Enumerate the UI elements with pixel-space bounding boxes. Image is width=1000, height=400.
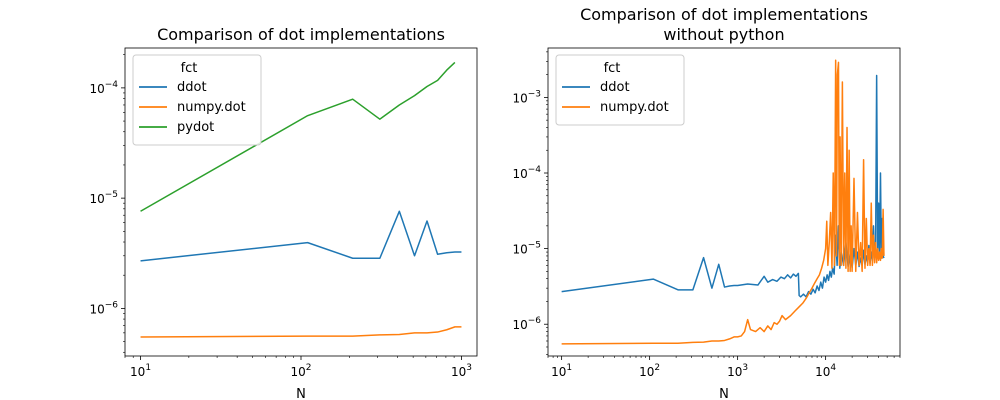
x-tick-label: 101 [130, 363, 151, 379]
legend-label: numpy.dot [177, 100, 246, 115]
chart-title-line: without python [663, 25, 784, 44]
legend-title: fct [604, 61, 621, 76]
y-tick-label: 10−4 [89, 80, 118, 96]
chart-panel-2: 101 102 103 104 10−6 10−5 10−4 10−3 N Comparison … [512, 5, 901, 400]
legend-label: ddot [177, 80, 207, 95]
plot-frame [547, 47, 901, 357]
chart-panel-1: 101 102 103 10−6 10−5 10−4 N Comparison of dot … [89, 25, 478, 400]
x-tick-label: 103 [727, 363, 748, 379]
x-tick-label: 102 [639, 363, 660, 379]
legend-label: pydot [177, 120, 214, 135]
legend: fct ddot numpy.dot [555, 54, 685, 126]
y-tick-label: 10−6 [89, 300, 118, 316]
legend-label: ddot [600, 80, 630, 95]
x-axis-label: N [719, 387, 729, 400]
y-tick-label: 10−3 [512, 89, 541, 105]
series-line-pydot [140, 61, 456, 212]
y-tick-label: 10−5 [89, 190, 118, 206]
plot-frame [124, 47, 478, 357]
chart-title-line: Comparison of dot implementations [580, 5, 868, 24]
series-line-ddot [561, 74, 885, 298]
series-line-ddot [140, 210, 462, 262]
x-tick-label: 103 [451, 363, 472, 379]
y-tick-label: 10−4 [512, 165, 541, 181]
y-tick-label: 10−6 [512, 316, 541, 332]
x-axis-label: N [296, 387, 306, 400]
x-tick-label: 101 [551, 363, 572, 379]
legend: fct ddot numpy.dot pydot [132, 54, 262, 146]
legend-title: fct [181, 61, 198, 76]
legend-label: numpy.dot [600, 100, 669, 115]
series-line-numpy-dot [561, 59, 885, 345]
chart-title-line: Comparison of dot implementations [157, 25, 445, 44]
series-line-numpy-dot [140, 326, 462, 338]
y-tick-label: 10−5 [512, 241, 541, 257]
legend-box [132, 54, 262, 146]
x-tick-label: 104 [815, 363, 836, 379]
x-tick-label: 102 [290, 363, 311, 379]
